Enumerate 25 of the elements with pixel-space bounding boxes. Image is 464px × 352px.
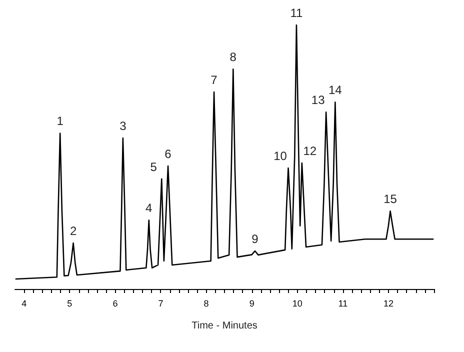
annotation: 15 [384,192,398,206]
annotation: 11 [290,6,304,20]
x-tick-label: 5 [67,298,72,308]
annotation: 1 [56,114,64,128]
annotation: 5 [150,160,158,174]
annotation: 6 [164,146,172,161]
annotation: 13 [311,93,326,108]
x-tick-label: 7 [158,298,164,308]
x-tick-label: 6 [112,298,118,308]
annotation: 8 [230,50,237,64]
annotation: 12 [303,144,317,158]
x-tick-label: 10 [292,298,302,308]
x-tick-label: 8 [204,298,209,308]
annotation: 4 [146,201,153,216]
x-axis-title: Time - Minutes [192,320,258,332]
x-tick-label: 4 [22,298,27,308]
annotation: 3 [120,118,127,133]
x-tick-label: 11 [338,298,348,308]
annotation: 7 [210,73,218,88]
annotation: 14 [328,83,342,98]
x-tick-label: 9 [249,298,254,308]
x-tick-label: 12 [383,298,394,308]
annotation: 10 [274,149,288,164]
annotation: 2 [70,224,77,238]
annotation: 9 [252,232,259,246]
